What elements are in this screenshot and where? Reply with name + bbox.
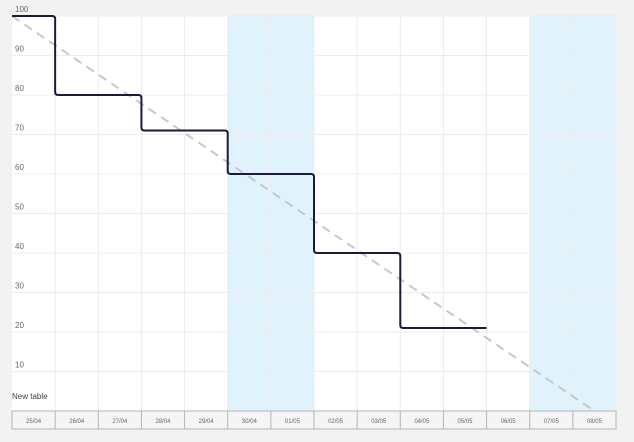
actual-line <box>12 15 487 330</box>
x-tick-label: 06/05 <box>501 419 517 425</box>
ideal-line <box>11 15 595 412</box>
y-tick-label: 80 <box>15 84 24 93</box>
x-tick-label: 03/05 <box>371 419 387 425</box>
date-row: 25/04 26/04 27/04 28/04 29/04 30/04 01/05 02/05… <box>11 410 617 430</box>
x-tick-label: 29/04 <box>199 419 215 425</box>
x-tick-label: 30/04 <box>242 419 258 425</box>
y-tick-label: 20 <box>15 321 24 330</box>
grid <box>12 15 616 411</box>
y-tick-label: 40 <box>15 242 24 251</box>
y-tick-label: 10 <box>15 361 24 370</box>
x-tick-label: 07/05 <box>544 419 560 425</box>
x-tick-label: 04/05 <box>414 419 430 425</box>
y-tick-label: 90 <box>15 45 24 54</box>
y-tick-label: 50 <box>15 203 24 212</box>
x-tick-label: 08/05 <box>587 419 603 425</box>
series <box>11 15 595 412</box>
x-tick-label: 02/05 <box>328 419 344 425</box>
x-tick-label: 27/04 <box>112 419 128 425</box>
y-tick-label: 60 <box>15 163 24 172</box>
x-tick-label: 05/05 <box>457 419 473 425</box>
x-tick-label: 26/04 <box>69 419 85 425</box>
x-tick-label: 25/04 <box>26 419 42 425</box>
x-tick-label: 01/05 <box>285 419 301 425</box>
x-tick-label: 28/04 <box>155 419 171 425</box>
y-tick-label: 70 <box>15 124 24 133</box>
y-tick-label: 100 <box>15 5 29 14</box>
y-tick-label: 30 <box>15 282 24 291</box>
y-tick-labels: 10 20 30 40 50 60 70 80 90 100 <box>15 5 29 370</box>
table-name-label: New table <box>12 392 48 401</box>
